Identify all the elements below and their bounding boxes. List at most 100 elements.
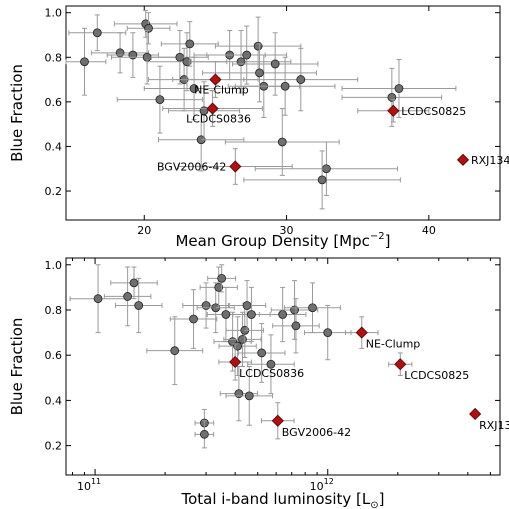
group-marker [308, 303, 317, 313]
group-marker [277, 137, 287, 147]
group-marker [217, 273, 227, 283]
tick-base: 10 [77, 480, 91, 493]
group-point [69, 264, 127, 334]
x-axis-title-text: Mean Group Density [Mpc [175, 232, 369, 250]
x-axis-title: Mean Group Density [Mpc−2] [175, 231, 390, 250]
group-point [214, 16, 302, 76]
group-marker [201, 301, 211, 310]
group-marker [242, 301, 252, 310]
group-marker [144, 23, 153, 33]
x-tick-label: 1011 [77, 477, 101, 493]
group-point [68, 14, 127, 52]
cluster-point: NE-Clump [172, 61, 259, 98]
cluster-label: LCDCS0836 [239, 367, 304, 380]
group-marker [128, 50, 138, 60]
y-tick-label: 0.6 [45, 96, 63, 109]
group-point [284, 282, 341, 334]
group-marker [244, 391, 254, 401]
group-marker [323, 328, 333, 337]
group-point [169, 289, 218, 349]
cluster-point: LCDCS0825 [357, 99, 466, 123]
group-marker [123, 292, 133, 301]
group-point [167, 81, 241, 141]
cluster-label: LCDCS0825 [404, 369, 469, 382]
group-marker [170, 346, 180, 356]
group-marker [291, 321, 301, 331]
y-tick-label: 0.6 [45, 349, 63, 362]
cluster-point: RXJ1347 [469, 407, 509, 432]
cluster-marker [229, 160, 242, 173]
y-tick-label: 0.2 [45, 440, 63, 453]
group-point [126, 12, 171, 45]
cluster-label: LCDCS0836 [186, 113, 251, 126]
group-marker [321, 164, 331, 174]
cluster-marker [229, 355, 242, 369]
tick-base: 10 [310, 480, 324, 493]
group-point [225, 366, 274, 426]
cluster-marker [387, 104, 400, 117]
group-marker [236, 57, 246, 67]
group-marker [394, 84, 404, 93]
x-axis-title-script: −2 [370, 231, 385, 242]
y-tick-label: 1.0 [45, 7, 63, 20]
group-point [103, 266, 152, 327]
cluster-point: LCDCS0836 [218, 343, 304, 381]
group-marker [257, 348, 267, 358]
cluster-point: LCDCS0825 [388, 352, 469, 382]
group-marker [253, 41, 263, 51]
group-point [65, 27, 107, 96]
group-marker [115, 48, 125, 58]
group-point [146, 316, 204, 386]
group-marker [255, 68, 264, 78]
group-point [303, 304, 352, 361]
group-point [194, 420, 215, 449]
group-point [234, 56, 336, 116]
group-point [150, 30, 209, 85]
cluster-marker [469, 407, 482, 421]
y-tick-label: 0.4 [45, 394, 63, 407]
y-tick-label: 0.4 [45, 140, 63, 153]
cluster-point: BGV2006-42 [157, 148, 293, 185]
group-marker [270, 59, 280, 69]
y-tick-label: 0.8 [45, 51, 63, 64]
group-marker [387, 92, 397, 102]
x-axis-title-end: ] [385, 232, 391, 250]
group-point [91, 32, 150, 74]
x-tick-label: 1012 [310, 477, 334, 493]
cluster-marker [456, 153, 470, 166]
group-marker [280, 81, 290, 91]
group-marker [247, 310, 256, 319]
cluster-point: RXJ1347 [456, 153, 509, 167]
cluster-label: RXJ1347 [471, 154, 509, 167]
cluster-label: NE-Clump [366, 338, 421, 351]
group-point [254, 141, 399, 196]
group-marker [290, 305, 299, 315]
top-chart: 0.2 0.4 0.6 0.8 1.0 20 30 40 Blue Fraction Mean G… [8, 5, 509, 250]
group-point [227, 280, 267, 331]
group-point [110, 266, 158, 300]
group-point [243, 47, 359, 112]
group-point [196, 282, 235, 334]
cluster-point: BGV2006-42 [261, 402, 351, 440]
x-axis-title-text: Total i-band luminosity [L [181, 490, 371, 508]
cluster-label: BGV2006-42 [282, 426, 351, 439]
group-point [114, 277, 163, 334]
cluster-marker [355, 326, 368, 339]
group-marker [214, 282, 224, 292]
group-marker [185, 39, 195, 49]
group-point [243, 150, 401, 210]
group-marker [134, 301, 144, 310]
cluster-marker [271, 414, 284, 427]
group-marker [278, 310, 288, 319]
plot-frame [65, 257, 501, 476]
group-point [237, 323, 286, 383]
cluster-label: RXJ1347 [479, 419, 509, 432]
y-axis-title: Blue Fraction [8, 318, 26, 416]
tick-exponent: 12 [324, 477, 334, 486]
x-tick-label: 20 [137, 224, 151, 237]
group-point [232, 286, 271, 343]
group-marker [175, 52, 185, 62]
group-point [341, 59, 457, 118]
group-point [206, 25, 288, 85]
